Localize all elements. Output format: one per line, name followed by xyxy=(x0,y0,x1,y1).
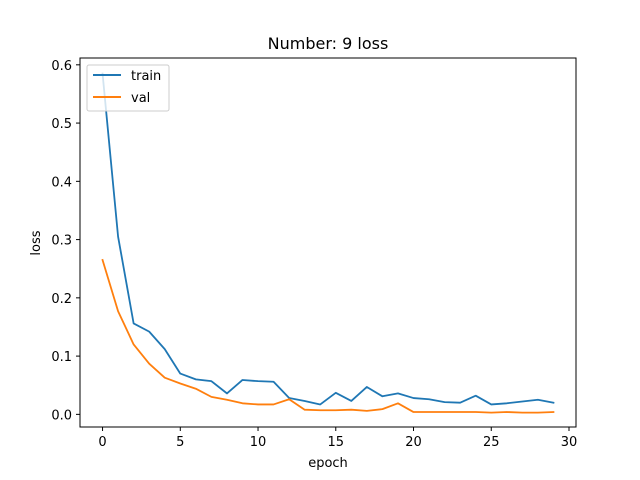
series-line-train xyxy=(101,72,555,406)
series-lines xyxy=(101,72,555,414)
x-tick-label: 10 xyxy=(250,435,267,450)
y-tick-label: 0.0 xyxy=(51,408,72,423)
y-tick-label: 0.2 xyxy=(51,292,72,307)
y-tick-label: 0.4 xyxy=(51,175,72,190)
legend-label-train: train xyxy=(131,69,161,84)
y-axis-ticks: 0.0 0.1 0.2 0.3 0.4 0.5 0.6 xyxy=(51,59,80,423)
legend-box xyxy=(86,64,170,112)
x-tick-label: 25 xyxy=(483,435,500,450)
chart-title: Number: 9 loss xyxy=(268,34,389,53)
x-tick-label: 20 xyxy=(405,435,422,450)
x-tick-label: 30 xyxy=(561,435,578,450)
x-axis-ticks: 0 5 10 15 20 25 30 xyxy=(98,427,577,450)
y-tick-label: 0.6 xyxy=(51,59,72,74)
y-tick-label: 0.1 xyxy=(51,350,72,365)
legend: train val xyxy=(86,64,170,112)
legend-label-val: val xyxy=(131,91,150,106)
y-axis-label: loss xyxy=(29,230,44,255)
x-tick-label: 0 xyxy=(98,435,106,450)
axes-frame xyxy=(79,57,577,428)
x-axis-label: epoch xyxy=(308,456,348,471)
x-tick-label: 5 xyxy=(176,435,184,450)
y-tick-label: 0.5 xyxy=(51,117,72,132)
y-tick-label: 0.3 xyxy=(51,234,72,249)
x-tick-label: 15 xyxy=(328,435,345,450)
series-line-val xyxy=(101,258,555,414)
